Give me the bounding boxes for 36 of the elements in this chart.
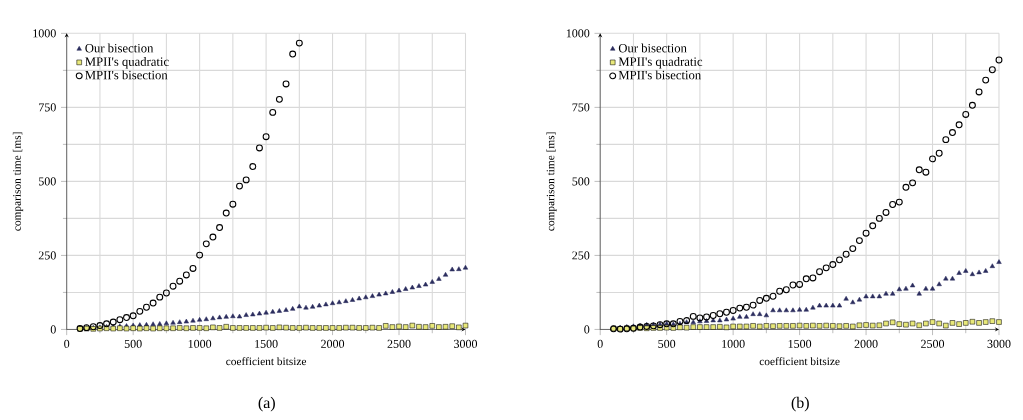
y-tick-label: 1000 bbox=[566, 29, 590, 38]
x-tick-label: 0 bbox=[64, 339, 70, 348]
legend-label: MPII's bisection bbox=[618, 70, 701, 80]
x-tick-label: 1500 bbox=[255, 339, 278, 348]
y-tick-label: 0 bbox=[50, 325, 56, 334]
y-tick-label: 500 bbox=[572, 177, 590, 186]
y-axis-title: comparison time [ms] bbox=[12, 132, 24, 231]
x-tick-label: 500 bbox=[124, 339, 142, 348]
legend-label: MPII's quadratic bbox=[85, 56, 169, 69]
y-tick-label: 750 bbox=[39, 103, 56, 112]
y-tick-label: 500 bbox=[38, 177, 56, 186]
legend-label: MPII's quadratic bbox=[618, 56, 703, 69]
text: (a) bbox=[258, 396, 275, 412]
legend-label: Our bisection bbox=[618, 43, 687, 53]
x-axis-title: coefficient bitsize bbox=[226, 357, 307, 366]
x-tick-label: 1500 bbox=[788, 339, 812, 348]
x-tick-label: 2000 bbox=[854, 339, 878, 348]
x-tick-label: 2500 bbox=[921, 339, 945, 348]
x-tick-label: 3000 bbox=[987, 339, 1011, 348]
y-tick-label: 250 bbox=[38, 251, 56, 260]
x-axis-title: coefficient bitsize bbox=[759, 357, 840, 366]
legend-label: Our bisection bbox=[85, 43, 154, 53]
y-axis-title: comparison time [ms] bbox=[546, 132, 557, 231]
x-tick-label: 2000 bbox=[321, 339, 345, 348]
y-tick-label: 1000 bbox=[33, 29, 56, 38]
x-tick-label: 2500 bbox=[387, 339, 411, 348]
x-tick-label: 1000 bbox=[722, 339, 745, 348]
x-tick-label: 500 bbox=[658, 339, 676, 348]
text: (b) bbox=[791, 396, 809, 412]
y-tick-label: 250 bbox=[572, 251, 590, 260]
x-tick-label: 0 bbox=[597, 339, 603, 348]
x-tick-label: 1000 bbox=[188, 339, 212, 348]
y-tick-label: 750 bbox=[572, 103, 590, 112]
x-tick-label: 3000 bbox=[454, 339, 478, 348]
legend-label: MPII's bisection bbox=[85, 70, 168, 80]
y-tick-label: 0 bbox=[584, 325, 590, 334]
